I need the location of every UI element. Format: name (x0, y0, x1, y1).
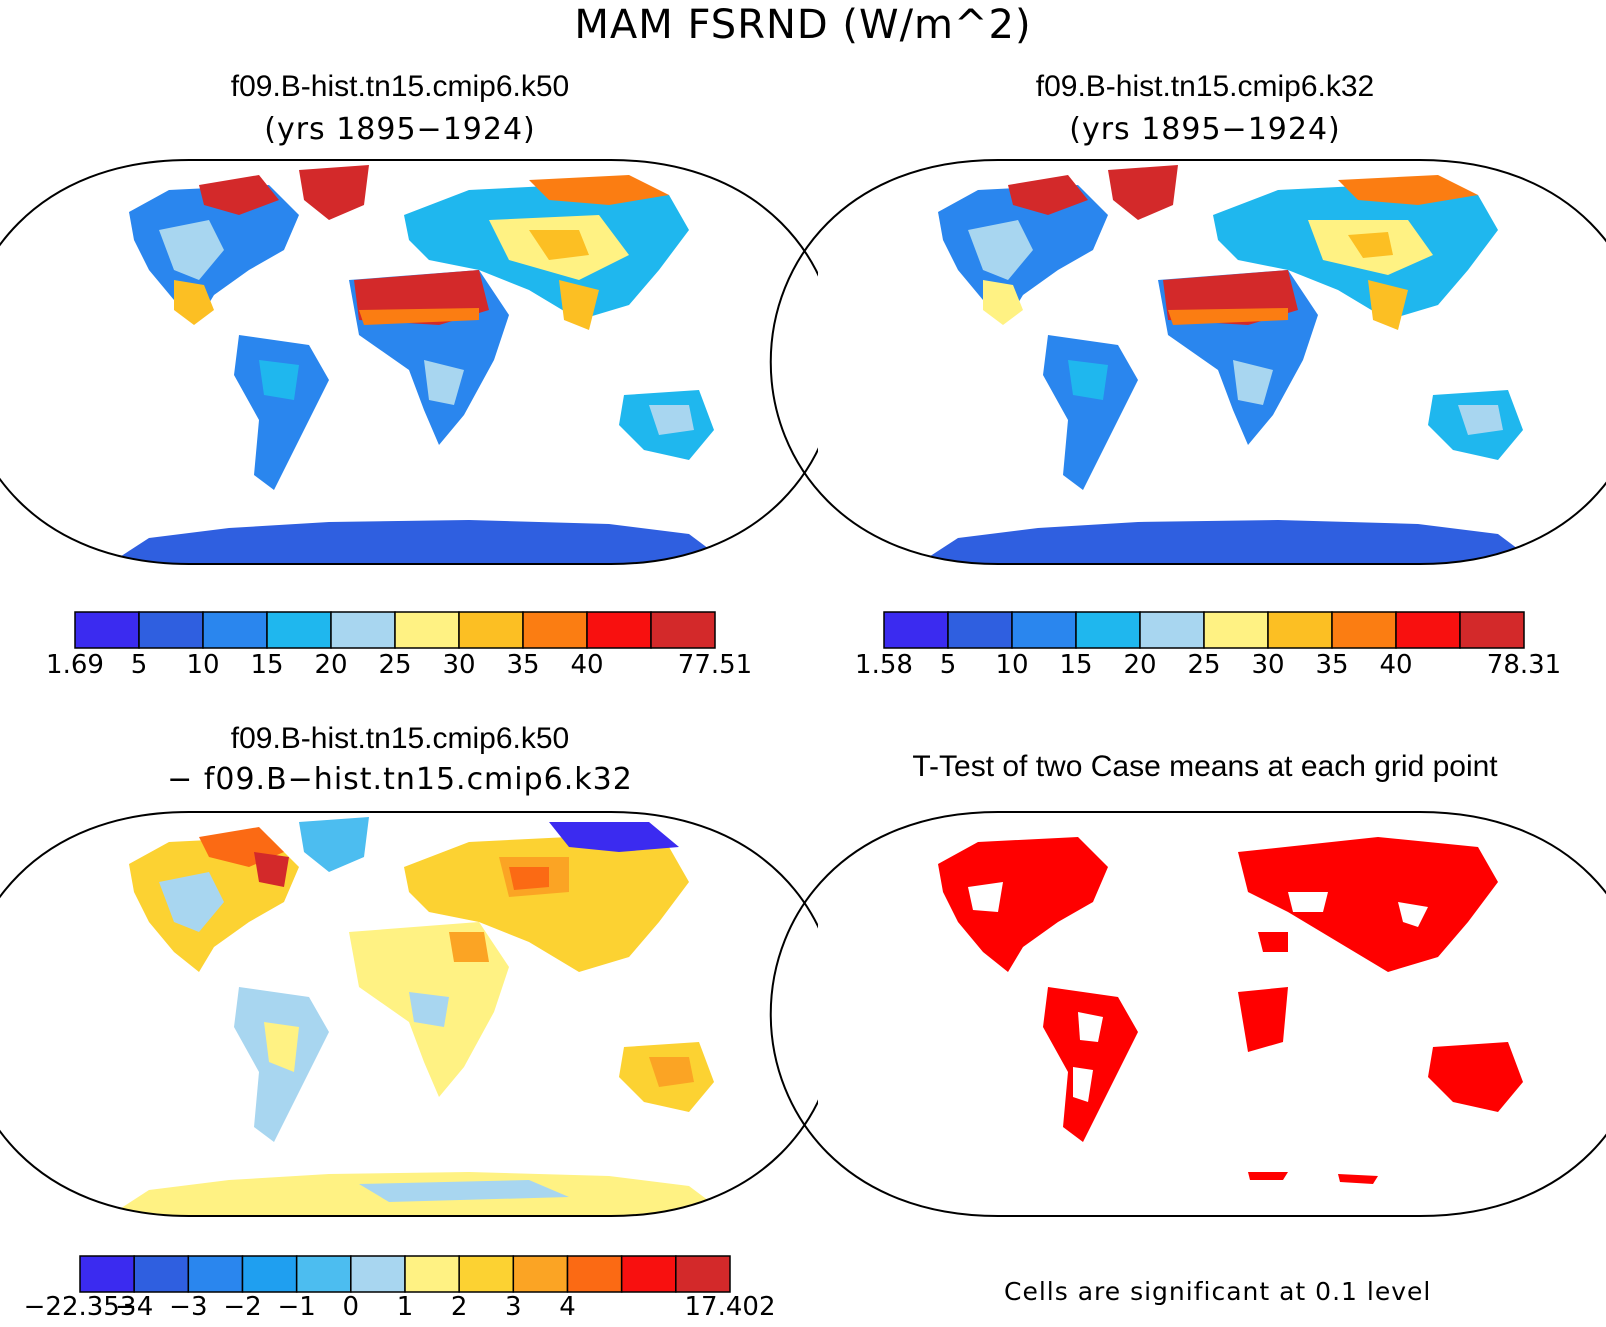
colorbar-tick-label: 15 (1059, 650, 1093, 680)
colorbar-swatch (1395, 611, 1461, 649)
colorbar-tick-label: 3 (505, 1292, 522, 1322)
colorbar-tick-label: 35 (506, 650, 540, 680)
significance-note: Cells are significant at 0.1 level (1004, 1277, 1432, 1306)
colorbar-swatch (1139, 611, 1205, 649)
colorbar-swatch (650, 611, 716, 649)
colorbar-swatch (620, 1255, 677, 1293)
colorbar-tick-label: 5 (939, 650, 957, 680)
colorbar-swatch (241, 1255, 298, 1293)
colorbar-tick-label: 40 (1379, 650, 1413, 680)
panel-top-left-subtitle: (yrs 1895−1924) (264, 112, 536, 147)
colorbar-swatch (295, 1255, 352, 1293)
colorbar-swatch (1011, 611, 1077, 649)
colorbar-swatch (1203, 611, 1269, 649)
panel-top-right-subtitle: (yrs 1895−1924) (1069, 112, 1341, 147)
colorbar-tick-label: 1.58 (855, 650, 913, 680)
colorbar-tick-label: 1 (396, 1292, 414, 1322)
colorbar-tick-label: 40 (570, 650, 604, 680)
colorbar-swatch (566, 1255, 623, 1293)
panel-bottom-left-title: f09.B-hist.tn15.cmip6.k50 (230, 722, 570, 755)
colorbar-tick-label: −3 (169, 1292, 208, 1322)
colorbar-swatch (187, 1255, 244, 1293)
colorbar-swatch (458, 611, 524, 649)
map-top-right (769, 159, 1606, 565)
colorbar-tick-label: 17.402 (684, 1292, 776, 1322)
colorbar-tick-label: 15 (250, 650, 284, 680)
colorbar-swatch (1459, 611, 1525, 649)
colorbar-swatch (947, 611, 1013, 649)
colorbar-tick-label: 78.31 (1486, 650, 1562, 680)
colorbar-swatch (458, 1255, 515, 1293)
colorbar-tick-label: −1 (277, 1292, 316, 1322)
panel-top-right-title: f09.B-hist.tn15.cmip6.k32 (1035, 70, 1375, 103)
colorbar-swatch (1267, 611, 1333, 649)
colorbar-tick-label: 20 (1123, 650, 1157, 680)
panel-bottom-left-subtitle: − f09.B−hist.tn15.cmip6.k32 (167, 762, 633, 797)
colorbar-top-left (74, 611, 716, 649)
colorbar-tick-label: 77.51 (677, 650, 753, 680)
colorbar-tick-label: 5 (130, 650, 148, 680)
colorbar-tick-label: 4 (559, 1292, 576, 1322)
colorbar-swatch (74, 611, 140, 649)
panel-top-left-title: f09.B-hist.tn15.cmip6.k50 (230, 70, 570, 103)
colorbar-tick-label: 2 (450, 1292, 468, 1322)
colorbar-swatch (266, 611, 332, 649)
colorbar-swatch (133, 1255, 190, 1293)
colorbar-tick-label: 25 (1187, 650, 1221, 680)
colorbar-tick-label: −4 (114, 1292, 154, 1322)
colorbar-swatch (79, 1255, 135, 1293)
colorbar-tick-label: 0 (342, 1292, 360, 1322)
colorbar-tick-label: −2 (223, 1292, 262, 1322)
colorbar-swatch (675, 1255, 731, 1293)
colorbar-tick-label: 30 (442, 650, 476, 680)
colorbar-swatch (330, 611, 396, 649)
colorbar-tick-label: 25 (378, 650, 412, 680)
colorbar-swatch (138, 611, 204, 649)
colorbar-swatch (202, 611, 268, 649)
colorbar-tick-label: 10 (186, 650, 220, 680)
map-bottom-right (769, 811, 1606, 1217)
colorbar-swatch (350, 1255, 406, 1293)
colorbar-swatch (404, 1255, 460, 1293)
colorbar-tick-label: 10 (995, 650, 1029, 680)
map-top-left (0, 159, 840, 565)
panel-bottom-right-title: T-Test of two Case means at each grid po… (912, 750, 1498, 783)
colorbar-swatch (586, 611, 652, 649)
colorbar-top-right (883, 611, 1525, 649)
colorbar-swatch (1331, 611, 1397, 649)
colorbar-tick-label: −22.353 (23, 1292, 137, 1322)
colorbar-tick-label: 30 (1251, 650, 1285, 680)
map-bottom-left (0, 811, 840, 1217)
colorbar-tick-label: 20 (314, 650, 348, 680)
colorbar-bottom-left (79, 1255, 731, 1293)
colorbar-swatch (394, 611, 460, 649)
colorbar-swatch (1075, 611, 1141, 649)
colorbar-swatch (522, 611, 588, 649)
colorbar-swatch (512, 1255, 569, 1293)
colorbar-tick-label: 1.69 (46, 650, 104, 680)
colorbar-tick-label: 35 (1315, 650, 1349, 680)
figure-title: MAM FSRND (W/m^2) (574, 2, 1032, 48)
colorbar-swatch (883, 611, 949, 649)
